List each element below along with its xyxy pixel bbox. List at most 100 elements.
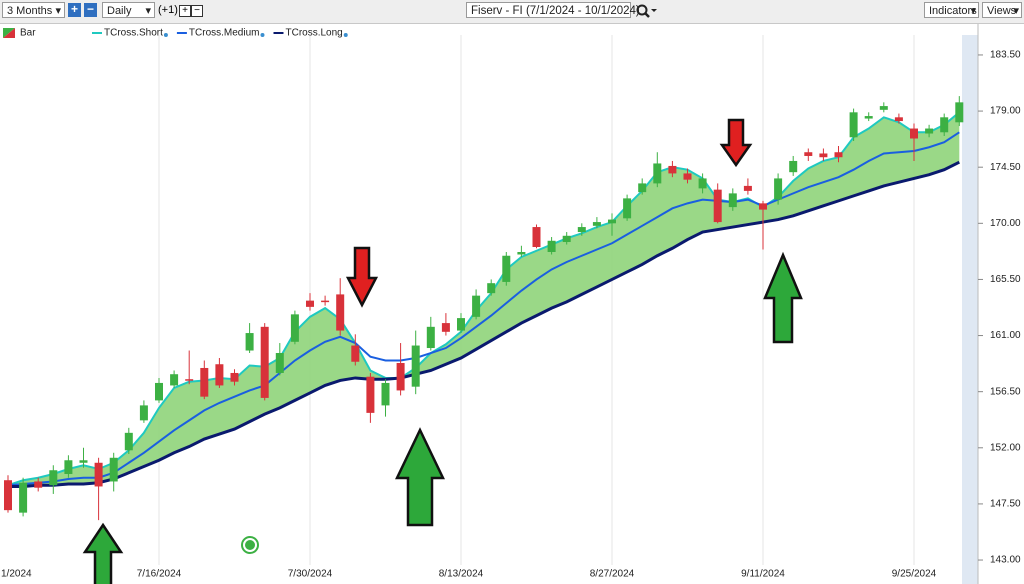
candle-body: [321, 300, 330, 303]
candle-body: [743, 185, 752, 191]
down-arrow: [719, 118, 753, 168]
candle-body: [517, 251, 526, 255]
y-tick-label: 161.00: [990, 330, 1021, 341]
y-tick-label: 174.50: [990, 162, 1021, 173]
band-fill: [8, 112, 960, 487]
down-arrow: [345, 246, 379, 308]
candle-body: [381, 382, 390, 406]
candle-body: [19, 482, 28, 513]
candle-body: [275, 353, 284, 373]
candle-body: [94, 462, 103, 487]
x-tick-label: 8/27/2024: [590, 569, 635, 580]
candle-body: [49, 470, 58, 486]
candle-body: [940, 117, 949, 133]
candle-body: [608, 219, 616, 224]
candle-body: [562, 235, 571, 243]
candle-body: [789, 160, 798, 173]
candle-body: [155, 382, 163, 401]
candle-body: [426, 326, 435, 349]
candle-body: [819, 153, 828, 158]
candle-body: [290, 314, 299, 342]
candle-body: [925, 128, 934, 134]
up-arrow: [395, 427, 445, 527]
candle-body: [698, 178, 707, 189]
up-arrow: [82, 522, 124, 584]
candle-body: [245, 333, 254, 351]
legend-dot: [163, 33, 168, 37]
plot: [4, 35, 964, 565]
range-select[interactable]: 3 Months ▾: [2, 2, 65, 18]
offset-plus[interactable]: +: [179, 5, 191, 17]
y-tick-label: 183.50: [990, 50, 1021, 61]
candle-body: [260, 326, 269, 398]
candle-body: [64, 460, 73, 474]
candle-body: [306, 300, 314, 307]
zoom-in[interactable]: +: [68, 3, 81, 17]
candle-body: [592, 222, 601, 226]
y-tick-label: 156.50: [990, 386, 1021, 397]
search-icon[interactable]: [634, 1, 658, 21]
dollar-icon: [241, 536, 259, 554]
current-column: [962, 35, 978, 584]
candle-body: [683, 173, 692, 180]
candle-body: [366, 376, 375, 413]
indicators-label: Indicators: [929, 5, 977, 17]
candle-body: [955, 102, 964, 123]
candle-body: [215, 364, 224, 386]
offset-label: (+1): [158, 4, 178, 16]
zoom-out[interactable]: −: [84, 3, 97, 17]
y-tick-label: 152.00: [990, 442, 1021, 453]
candle-body: [864, 116, 873, 119]
y-tick-label: 143.00: [990, 555, 1021, 566]
candle-body: [834, 152, 843, 158]
candle-body: [185, 379, 194, 381]
candle-body: [759, 203, 767, 210]
candle-body: [124, 432, 133, 451]
candle-body: [774, 178, 783, 200]
legend-label: TCross.Long: [285, 28, 342, 39]
legend-label: Bar: [20, 28, 36, 39]
symbol-box[interactable]: Fiserv - FI (7/1/2024 - 10/1/2024): [466, 2, 640, 18]
candle-body: [336, 294, 345, 331]
candle-body: [34, 481, 43, 488]
candle-body: [170, 374, 179, 386]
x-tick-label: 8/13/2024: [439, 569, 484, 580]
indicator-line: [8, 160, 960, 488]
candle-body: [713, 189, 722, 223]
indicator-line: [7, 131, 960, 487]
candle-body: [577, 227, 586, 233]
x-tick-label: 7/16/2024: [137, 569, 182, 580]
candle-body: [804, 152, 813, 156]
y-tick-label: 179.00: [990, 106, 1021, 117]
legend-dot: [343, 33, 348, 37]
candle-body: [849, 112, 858, 138]
annotations: [82, 118, 803, 584]
candle-body: [653, 163, 662, 184]
candle-body: [547, 240, 556, 252]
candle-body: [139, 405, 148, 421]
offset-minus[interactable]: −: [191, 5, 203, 17]
candle-body: [532, 227, 541, 248]
legend-label: TCross.Short: [104, 28, 163, 39]
candle-body: [79, 460, 88, 463]
candle-body: [668, 165, 677, 174]
x-tick-label: 7/30/2024: [288, 569, 333, 580]
x-tick-label: 1/2024: [1, 569, 32, 580]
candle-body: [411, 345, 420, 387]
indicators-button[interactable]: Indicators ▾: [924, 2, 979, 18]
candle-body: [396, 362, 405, 391]
legend: Bar TCross.Short TCross.Medium TCross.Long: [3, 28, 348, 39]
legend-swatch: [3, 28, 15, 38]
candle-body: [351, 345, 360, 362]
interval-select[interactable]: Daily ▾: [102, 2, 155, 18]
toolbar: 3 Months ▾ + − Daily ▾ (+1) + − Fiserv - F…: [0, 0, 1024, 24]
candle-body: [230, 372, 239, 382]
candle-body: [472, 295, 481, 317]
legend-label: TCross.Medium: [189, 28, 260, 39]
views-button[interactable]: Views ▾: [982, 2, 1022, 18]
candle-body: [200, 367, 209, 397]
views-label: Views: [987, 5, 1017, 17]
candle-body: [879, 106, 888, 110]
candle-body: [109, 457, 118, 482]
